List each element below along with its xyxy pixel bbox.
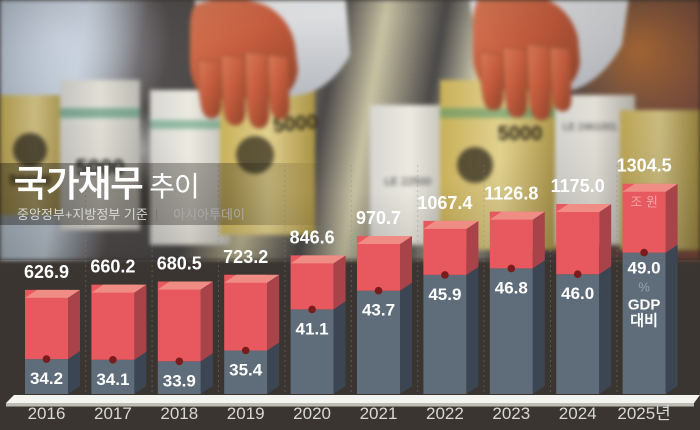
svg-text:2021: 2021	[360, 404, 398, 423]
svg-text:1175.0: 1175.0	[551, 176, 605, 196]
svg-text:46.0: 46.0	[561, 284, 594, 303]
svg-text:1067.4: 1067.4	[417, 193, 472, 213]
svg-text:GDP: GDP	[628, 297, 661, 314]
svg-text:%: %	[638, 280, 650, 295]
svg-text:1304.5: 1304.5	[617, 156, 672, 176]
svg-text:2022: 2022	[426, 404, 464, 423]
svg-text:2020: 2020	[293, 404, 331, 423]
svg-text:2023: 2023	[492, 404, 530, 423]
svg-text:1126.8: 1126.8	[484, 184, 538, 204]
svg-text:846.6: 846.6	[290, 227, 335, 247]
svg-text:2016: 2016	[28, 404, 66, 423]
svg-text:33.9: 33.9	[163, 371, 196, 390]
svg-text:43.7: 43.7	[362, 301, 395, 320]
svg-text:2018: 2018	[160, 404, 198, 423]
svg-text:626.9: 626.9	[24, 262, 69, 282]
svg-text:660.2: 660.2	[90, 257, 135, 277]
svg-text:조 원: 조 원	[630, 195, 658, 210]
svg-text:49.0: 49.0	[628, 259, 661, 278]
svg-text:35.4: 35.4	[229, 361, 263, 380]
svg-text:41.1: 41.1	[296, 319, 329, 338]
svg-text:34.1: 34.1	[96, 370, 129, 389]
svg-text:대비: 대비	[630, 313, 658, 330]
svg-text:723.2: 723.2	[223, 247, 268, 267]
svg-text:46.8: 46.8	[495, 278, 528, 297]
svg-text:2019: 2019	[227, 404, 265, 423]
svg-text:970.7: 970.7	[356, 208, 401, 228]
svg-text:45.9: 45.9	[428, 285, 461, 304]
svg-text:2024: 2024	[559, 404, 597, 423]
svg-text:34.2: 34.2	[30, 369, 63, 388]
svg-text:2017: 2017	[94, 404, 132, 423]
svg-text:680.5: 680.5	[157, 254, 202, 274]
svg-text:2025년: 2025년	[617, 404, 670, 423]
